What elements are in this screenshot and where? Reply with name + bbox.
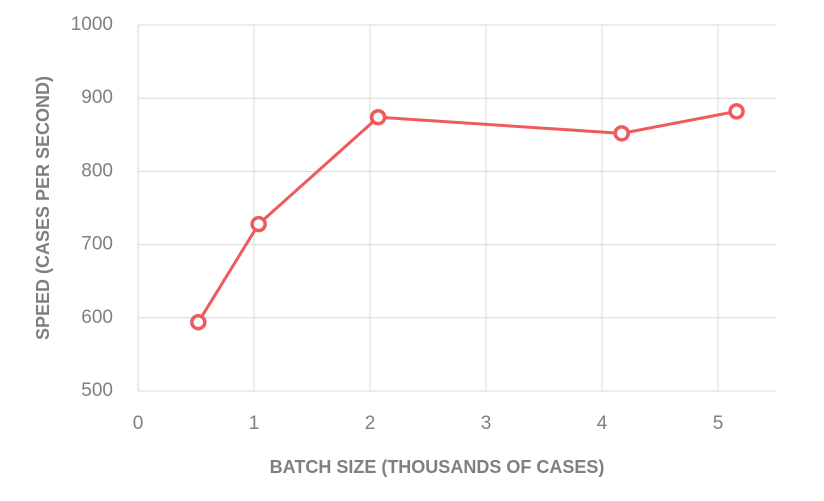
y-tick-label: 600 (81, 307, 113, 328)
x-tick-label: 4 (597, 413, 608, 434)
x-axis-title: BATCH SIZE (THOUSANDS OF CASES) (270, 457, 605, 477)
y-axis-title: SPEED (CASES PER SECOND) (33, 76, 53, 340)
x-tick-label: 0 (133, 413, 144, 434)
x-tick-label: 3 (481, 413, 492, 434)
marker (369, 108, 387, 126)
x-tick-label: 2 (365, 413, 376, 434)
x-tick-label: 1 (249, 413, 260, 434)
x-tick-label: 5 (713, 413, 724, 434)
y-tick-label: 700 (81, 234, 113, 255)
series-line (197, 109, 737, 323)
marker (728, 103, 745, 120)
y-tick-label: 1000 (71, 14, 113, 35)
y-tick-label: 900 (81, 87, 113, 108)
y-tick-label: 500 (81, 380, 113, 401)
y-tick-label: 800 (81, 160, 113, 181)
marker (190, 313, 207, 331)
marker (613, 125, 630, 142)
marker (250, 215, 267, 233)
